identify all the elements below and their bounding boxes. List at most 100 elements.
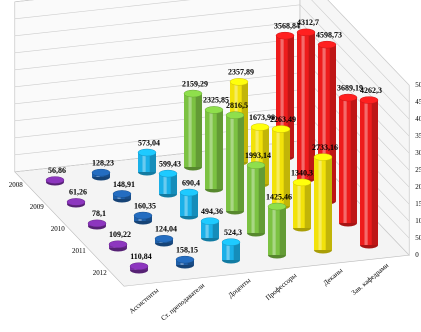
cylinder-top	[183, 89, 203, 98]
cylinder-shade	[258, 165, 265, 233]
value-label: 4598,73	[316, 30, 342, 39]
y-tick-label: 3500	[415, 132, 421, 140]
value-label: 1993,14	[245, 151, 271, 160]
cylinder-top	[296, 28, 316, 37]
x-tick-label: Ассистенты	[128, 286, 161, 315]
y-tick-label: 2500	[415, 166, 421, 174]
cylinder-shade	[237, 115, 244, 211]
value-label: 124,04	[155, 225, 177, 234]
cylinder-top	[154, 235, 174, 243]
cylinder-highlight	[322, 44, 326, 201]
y-tick-label: 3000	[415, 149, 421, 157]
x-tick-label: Деканы	[322, 266, 345, 287]
y-tick-label: 1000	[415, 217, 421, 225]
value-label: 1340,31	[291, 168, 317, 177]
x-tick-label: Доценты	[227, 276, 253, 299]
y-tick-label: 0	[415, 251, 419, 259]
cylinder-highlight	[301, 32, 305, 180]
cylinder-top	[112, 190, 132, 198]
value-label: 524,3	[224, 228, 242, 237]
legend-label: 2010	[51, 225, 66, 233]
cylinder-top	[175, 255, 195, 264]
cylinder-shade	[262, 127, 269, 184]
value-label: 148,91	[113, 180, 135, 189]
x-tick-label: Профессоры	[264, 271, 298, 302]
cylinder-top	[137, 148, 157, 157]
cylinder-top	[250, 123, 270, 131]
cylinder-top	[313, 153, 333, 161]
legend-label: 2011	[72, 247, 86, 255]
cylinder-top	[267, 202, 287, 211]
legend-label: 2008	[9, 181, 24, 189]
cylinder-top	[108, 240, 128, 249]
y-tick-label: 5000	[415, 81, 421, 89]
value-label: 61,26	[69, 188, 87, 197]
cylinder-top	[133, 211, 153, 220]
value-label: 3689,19	[337, 83, 363, 92]
value-label: 158,15	[176, 245, 198, 254]
cylinder-shade	[191, 192, 198, 216]
cylinder-top	[158, 169, 178, 178]
y-tick-label: 500	[415, 234, 421, 242]
cylinder-shade	[149, 152, 156, 172]
x-tick-label: Зав. кафедрами	[350, 261, 390, 297]
cylinder-top	[292, 178, 312, 187]
cylinder-shade	[212, 221, 219, 238]
cylinder-shade	[371, 100, 378, 245]
cylinder-shade	[195, 93, 202, 167]
cylinder-top	[271, 125, 291, 133]
cylinder-highlight	[226, 242, 230, 260]
cylinder-top	[317, 40, 337, 49]
cylinder-shade	[241, 81, 248, 162]
value-label: 2263,49	[270, 115, 296, 124]
cylinder-highlight	[142, 152, 146, 172]
value-label: 690,4	[182, 178, 200, 187]
cylinder-top	[229, 78, 249, 86]
value-label: 4312,7	[297, 18, 319, 27]
value-label: 128,23	[92, 158, 114, 167]
cylinder-shade	[287, 35, 294, 157]
cylinder-top	[246, 161, 266, 169]
value-label: 110,84	[130, 252, 152, 261]
grid-line	[14, 0, 410, 103]
cylinder-highlight	[184, 192, 188, 216]
cylinder-top	[45, 176, 65, 184]
grid-line	[14, 4, 410, 120]
cylinder-highlight	[230, 115, 234, 211]
value-label: 2325,85	[203, 96, 229, 105]
cylinder-highlight	[343, 97, 347, 223]
cylinder-shade	[304, 182, 311, 228]
cylinder-highlight	[205, 221, 209, 238]
y-tick-label: 4500	[415, 98, 421, 106]
cylinder-shade	[329, 44, 336, 201]
cylinder-highlight	[297, 182, 301, 228]
value-label: 1673,98	[249, 113, 275, 122]
cylinder-top	[275, 31, 295, 40]
value-label: 494,36	[201, 207, 223, 216]
cylinder-highlight	[163, 173, 167, 194]
y-tick-label: 2000	[415, 183, 421, 191]
value-label: 2816,5	[226, 101, 248, 110]
cylinder-top	[179, 188, 199, 197]
cylinder-top	[338, 93, 358, 102]
cylinder-top	[87, 219, 107, 228]
cylinder-shade	[279, 206, 286, 255]
cylinder-highlight	[364, 100, 368, 245]
value-label: 2357,89	[228, 68, 254, 77]
value-label: 160,35	[134, 201, 156, 210]
value-label: 3568,84	[274, 21, 300, 30]
cylinder-highlight	[280, 35, 284, 157]
cylinder-top	[204, 106, 224, 114]
value-label: 599,43	[159, 159, 181, 168]
cylinder-top	[359, 96, 379, 104]
cylinder-shade	[233, 242, 240, 260]
value-label: 2733,16	[312, 143, 338, 152]
cylinder-top	[225, 111, 245, 119]
cylinder-shade	[216, 109, 223, 189]
legend-label: 2009	[30, 203, 45, 211]
cylinder-highlight	[188, 93, 192, 167]
y-tick-label: 4000	[415, 115, 421, 123]
cylinder-highlight	[255, 127, 259, 184]
cylinder-highlight	[209, 109, 213, 189]
